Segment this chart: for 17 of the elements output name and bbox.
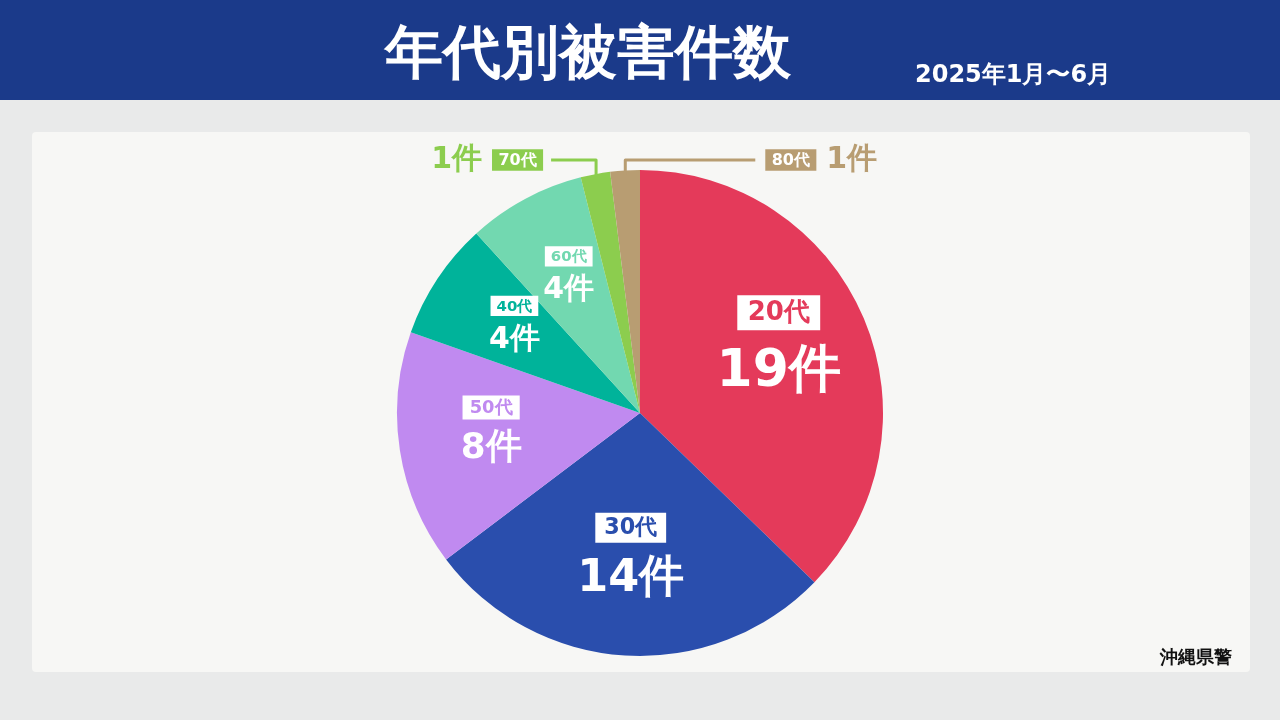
data-label: 1件 [431,139,483,175]
data-label: 4件 [489,320,540,356]
slice-label: 80代 [771,150,810,170]
data-label: 14件 [577,549,685,602]
data-label: 1件 [826,139,878,175]
data-label: 4件 [543,270,595,306]
text: 2025年1月〜6月 [915,59,1112,90]
data-label: 8件 [460,424,522,466]
slice-label: 70代 [498,150,537,170]
text: 沖縄県警 [1160,645,1232,669]
data-label: 19件 [716,337,841,398]
slice-label: 40代 [496,296,533,315]
slice-label: 20代 [747,296,810,327]
slice-label: 30代 [604,513,658,540]
chart-title: 年代別被害件数 [385,17,791,88]
slice-label: 60代 [550,247,587,266]
slice-label: 50代 [469,396,513,418]
